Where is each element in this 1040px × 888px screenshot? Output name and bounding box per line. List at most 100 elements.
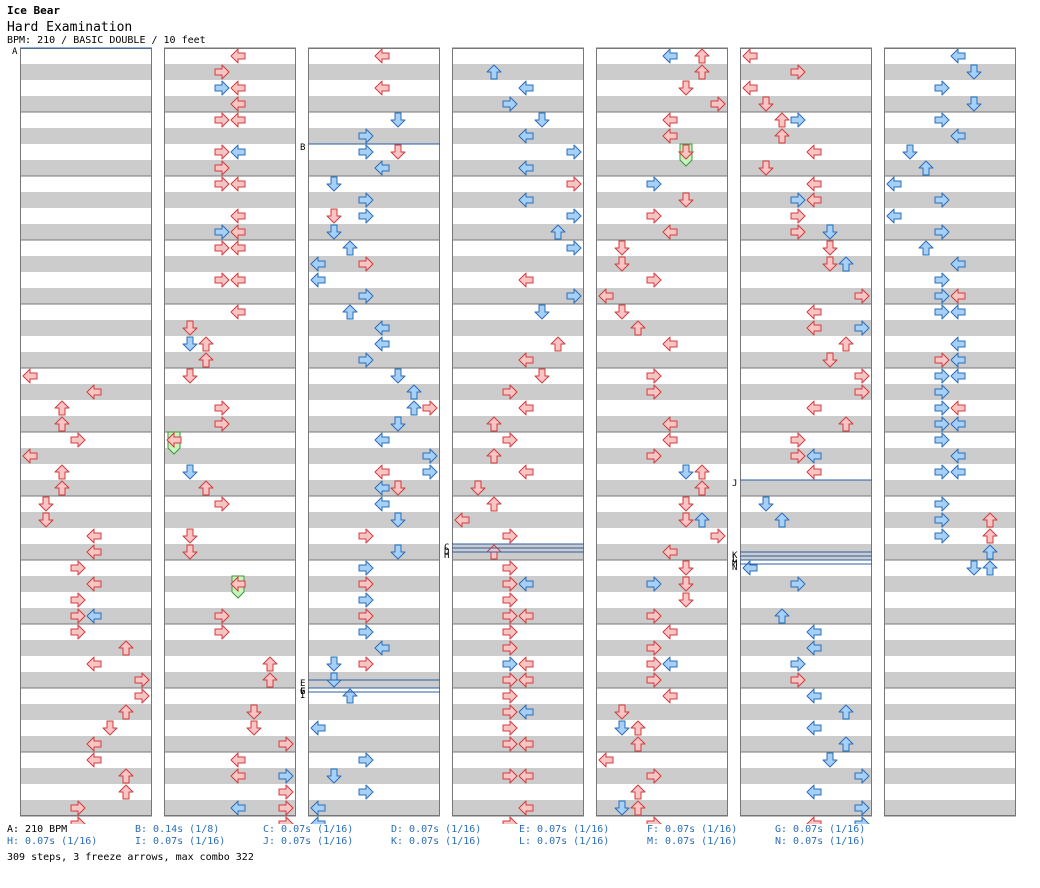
stripe-row [884, 576, 1016, 592]
step-arrow [358, 656, 374, 672]
step-arrow [950, 304, 966, 320]
step-arrow [198, 480, 214, 496]
stripe-row [308, 288, 440, 304]
stripe-row [596, 736, 728, 752]
step-arrow [358, 752, 374, 768]
stripe-row [740, 128, 872, 144]
stripe-row [164, 416, 296, 432]
step-arrow [662, 336, 678, 352]
step-arrow [502, 96, 518, 112]
stripe-row [164, 96, 296, 112]
stripe-row [308, 96, 440, 112]
step-arrow [982, 528, 998, 544]
step-arrow [22, 448, 38, 464]
step-arrow [342, 688, 358, 704]
stripe-row [308, 128, 440, 144]
step-arrow [854, 816, 870, 824]
stripe-row [164, 64, 296, 80]
stripe-row [452, 384, 584, 400]
legend-item: F: 0.07s (1/16) [647, 824, 738, 835]
step-arrow [934, 112, 950, 128]
step-arrow [214, 624, 230, 640]
legend-item: C: 0.07s (1/16) [263, 824, 354, 835]
stripe-row [596, 384, 728, 400]
stripe-row [884, 448, 1016, 464]
stripe-row [308, 800, 440, 816]
step-arrow [518, 80, 534, 96]
step-arrow [422, 400, 438, 416]
step-arrow [678, 560, 694, 576]
step-arrow [310, 720, 326, 736]
legend-item: K: 0.07s (1/16) [391, 836, 482, 847]
stop-marker-label: G [300, 687, 305, 697]
step-arrow [694, 64, 710, 80]
legend-item: A: 210 BPM [7, 824, 68, 835]
step-arrow [886, 208, 902, 224]
stripe-row [20, 448, 152, 464]
step-arrow [854, 384, 870, 400]
stripe-row [452, 288, 584, 304]
step-arrow [358, 288, 374, 304]
step-arrow [278, 768, 294, 784]
stripe-row [740, 480, 872, 496]
step-arrow [182, 464, 198, 480]
step-arrow [806, 464, 822, 480]
stripe-row [308, 704, 440, 720]
step-arrow [518, 800, 534, 816]
stripe-row [596, 320, 728, 336]
step-arrow [70, 592, 86, 608]
step-arrow [214, 400, 230, 416]
stripe-row [740, 736, 872, 752]
step-arrow [118, 768, 134, 784]
stripe-row [884, 416, 1016, 432]
step-arrow [214, 608, 230, 624]
step-arrow [790, 576, 806, 592]
step-arrow [854, 368, 870, 384]
stripe-row [452, 768, 584, 784]
step-arrow [534, 112, 550, 128]
step-arrow [566, 288, 582, 304]
step-arrow [758, 96, 774, 112]
step-arrow [374, 80, 390, 96]
step-arrow [677, 144, 695, 160]
step-arrow [118, 784, 134, 800]
stripe-row [164, 576, 296, 592]
step-arrow [518, 672, 534, 688]
step-arrow [502, 560, 518, 576]
step-arrow [838, 416, 854, 432]
step-arrow [310, 816, 326, 824]
step-arrow [214, 224, 230, 240]
step-arrow [694, 464, 710, 480]
stripe-row [452, 448, 584, 464]
step-arrow [486, 416, 502, 432]
stripe-row [164, 640, 296, 656]
column-border [740, 48, 872, 816]
step-arrow [934, 352, 950, 368]
step-arrow [358, 576, 374, 592]
step-arrow [614, 304, 630, 320]
stop-marker-label: K [732, 551, 738, 561]
step-arrow [806, 448, 822, 464]
step-arrow [518, 704, 534, 720]
step-arrow [806, 720, 822, 736]
stripe-row [164, 768, 296, 784]
step-arrow [230, 240, 246, 256]
stripe-row [884, 512, 1016, 528]
step-arrow [966, 64, 982, 80]
stripe-row [740, 288, 872, 304]
step-arrow [230, 272, 246, 288]
step-arrow [934, 384, 950, 400]
step-arrow [246, 720, 262, 736]
step-arrow [22, 368, 38, 384]
step-arrow [358, 352, 374, 368]
step-arrow [806, 176, 822, 192]
step-arrow [742, 80, 758, 96]
step-arrow [518, 272, 534, 288]
step-arrow [934, 400, 950, 416]
column-border [596, 48, 728, 816]
stripe-row [596, 800, 728, 816]
step-arrow [374, 432, 390, 448]
step-arrow [54, 416, 70, 432]
step-arrow [806, 400, 822, 416]
